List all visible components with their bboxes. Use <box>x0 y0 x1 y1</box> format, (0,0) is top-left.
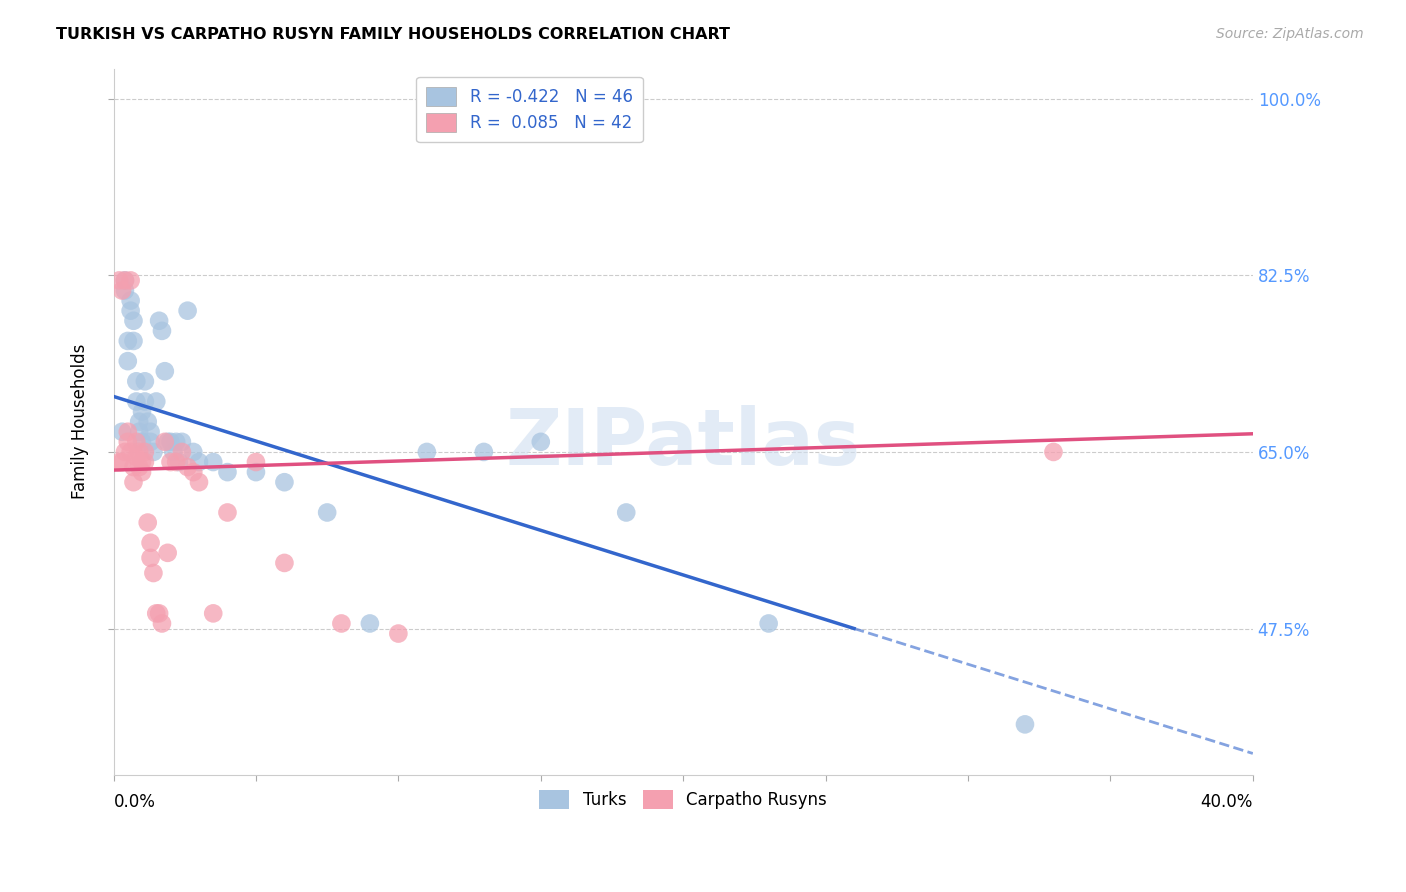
Point <box>131 404 153 418</box>
Point <box>120 445 142 459</box>
Point <box>145 607 167 621</box>
Point <box>530 434 553 449</box>
Point <box>330 616 353 631</box>
Point <box>1042 445 1064 459</box>
Text: 40.0%: 40.0% <box>1201 793 1253 811</box>
Point <box>128 425 150 439</box>
Point <box>125 374 148 388</box>
Point <box>111 425 134 439</box>
Point <box>114 284 136 298</box>
Point <box>114 273 136 287</box>
Point <box>122 460 145 475</box>
Point <box>165 434 187 449</box>
Point <box>139 434 162 449</box>
Point <box>128 415 150 429</box>
Point <box>165 455 187 469</box>
Point <box>359 616 381 631</box>
Text: TURKISH VS CARPATHO RUSYN FAMILY HOUSEHOLDS CORRELATION CHART: TURKISH VS CARPATHO RUSYN FAMILY HOUSEHO… <box>56 27 730 42</box>
Point <box>139 535 162 549</box>
Point <box>150 616 173 631</box>
Point <box>167 455 190 469</box>
Point <box>117 434 139 449</box>
Point <box>136 415 159 429</box>
Point <box>125 394 148 409</box>
Point <box>472 445 495 459</box>
Point <box>131 455 153 469</box>
Point <box>114 445 136 459</box>
Text: Source: ZipAtlas.com: Source: ZipAtlas.com <box>1216 27 1364 41</box>
Point <box>117 354 139 368</box>
Point <box>217 465 239 479</box>
Point <box>142 566 165 580</box>
Point <box>176 460 198 475</box>
Point <box>316 506 339 520</box>
Point <box>202 455 225 469</box>
Point <box>159 455 181 469</box>
Point <box>114 273 136 287</box>
Point <box>145 394 167 409</box>
Point <box>131 465 153 479</box>
Text: ZIPatlas: ZIPatlas <box>506 405 860 481</box>
Point <box>131 434 153 449</box>
Text: 0.0%: 0.0% <box>114 793 156 811</box>
Point <box>614 506 637 520</box>
Point <box>188 455 211 469</box>
Point <box>125 434 148 449</box>
Point <box>245 455 267 469</box>
Point <box>128 445 150 459</box>
Point <box>1014 717 1036 731</box>
Point <box>139 425 162 439</box>
Point <box>142 445 165 459</box>
Point <box>245 465 267 479</box>
Point <box>111 455 134 469</box>
Point <box>176 303 198 318</box>
Point <box>148 607 170 621</box>
Point <box>122 334 145 348</box>
Point <box>273 556 295 570</box>
Point <box>122 314 145 328</box>
Point <box>387 626 409 640</box>
Point <box>108 273 131 287</box>
Point <box>153 364 176 378</box>
Point <box>156 434 179 449</box>
Point <box>162 445 184 459</box>
Point <box>758 616 780 631</box>
Point <box>128 460 150 475</box>
Legend: Turks, Carpatho Rusyns: Turks, Carpatho Rusyns <box>533 783 834 816</box>
Point <box>117 425 139 439</box>
Point <box>148 314 170 328</box>
Point <box>111 284 134 298</box>
Point <box>136 516 159 530</box>
Point <box>170 434 193 449</box>
Point <box>159 434 181 449</box>
Point <box>134 394 156 409</box>
Point <box>153 434 176 449</box>
Point <box>150 324 173 338</box>
Point <box>134 374 156 388</box>
Point <box>181 445 204 459</box>
Point <box>217 506 239 520</box>
Point <box>181 465 204 479</box>
Y-axis label: Family Households: Family Households <box>72 344 89 500</box>
Point <box>117 334 139 348</box>
Point <box>416 445 439 459</box>
Point <box>202 607 225 621</box>
Point <box>170 445 193 459</box>
Point <box>108 455 131 469</box>
Point <box>273 475 295 490</box>
Point <box>139 550 162 565</box>
Point <box>120 293 142 308</box>
Point <box>122 475 145 490</box>
Point <box>134 455 156 469</box>
Point <box>156 546 179 560</box>
Point <box>120 303 142 318</box>
Point <box>134 445 156 459</box>
Point <box>188 475 211 490</box>
Point <box>125 450 148 464</box>
Point <box>120 273 142 287</box>
